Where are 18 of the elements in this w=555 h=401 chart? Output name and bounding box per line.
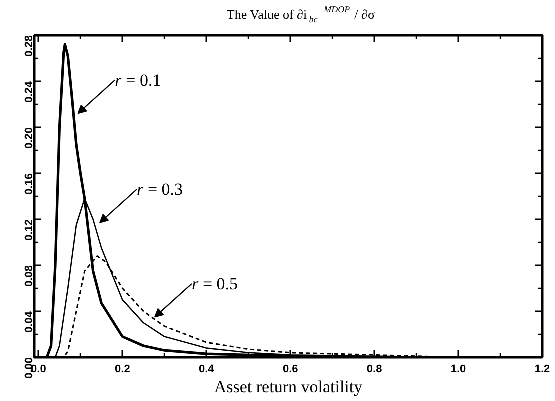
x-tick-label: 1.2 — [534, 364, 550, 376]
y-tick-label: 0.12 — [24, 219, 36, 241]
annotation: r = 0.5 — [192, 274, 238, 294]
annotation: r = 0.1 — [115, 70, 162, 90]
x-tick-label: 0.2 — [115, 364, 130, 376]
y-tick-label: 0.04 — [24, 310, 36, 333]
x-tick-label: 0.6 — [282, 364, 298, 376]
annotation: r = 0.3 — [136, 180, 184, 200]
y-tick-label: 0.20 — [24, 127, 36, 149]
y-tick-label: 0.28 — [24, 35, 36, 57]
x-tick-label: 1.0 — [450, 364, 466, 376]
y-tick-label: 0.08 — [24, 265, 36, 287]
y-tick-label: 0.16 — [24, 173, 36, 195]
x-tick-label: 0.4 — [198, 364, 216, 376]
x-axis-title: Asset return volatility — [214, 378, 364, 396]
x-tick-label: 0.0 — [31, 364, 46, 376]
y-tick-label: 0.24 — [24, 80, 36, 103]
x-tick-label: 0.8 — [366, 364, 382, 376]
